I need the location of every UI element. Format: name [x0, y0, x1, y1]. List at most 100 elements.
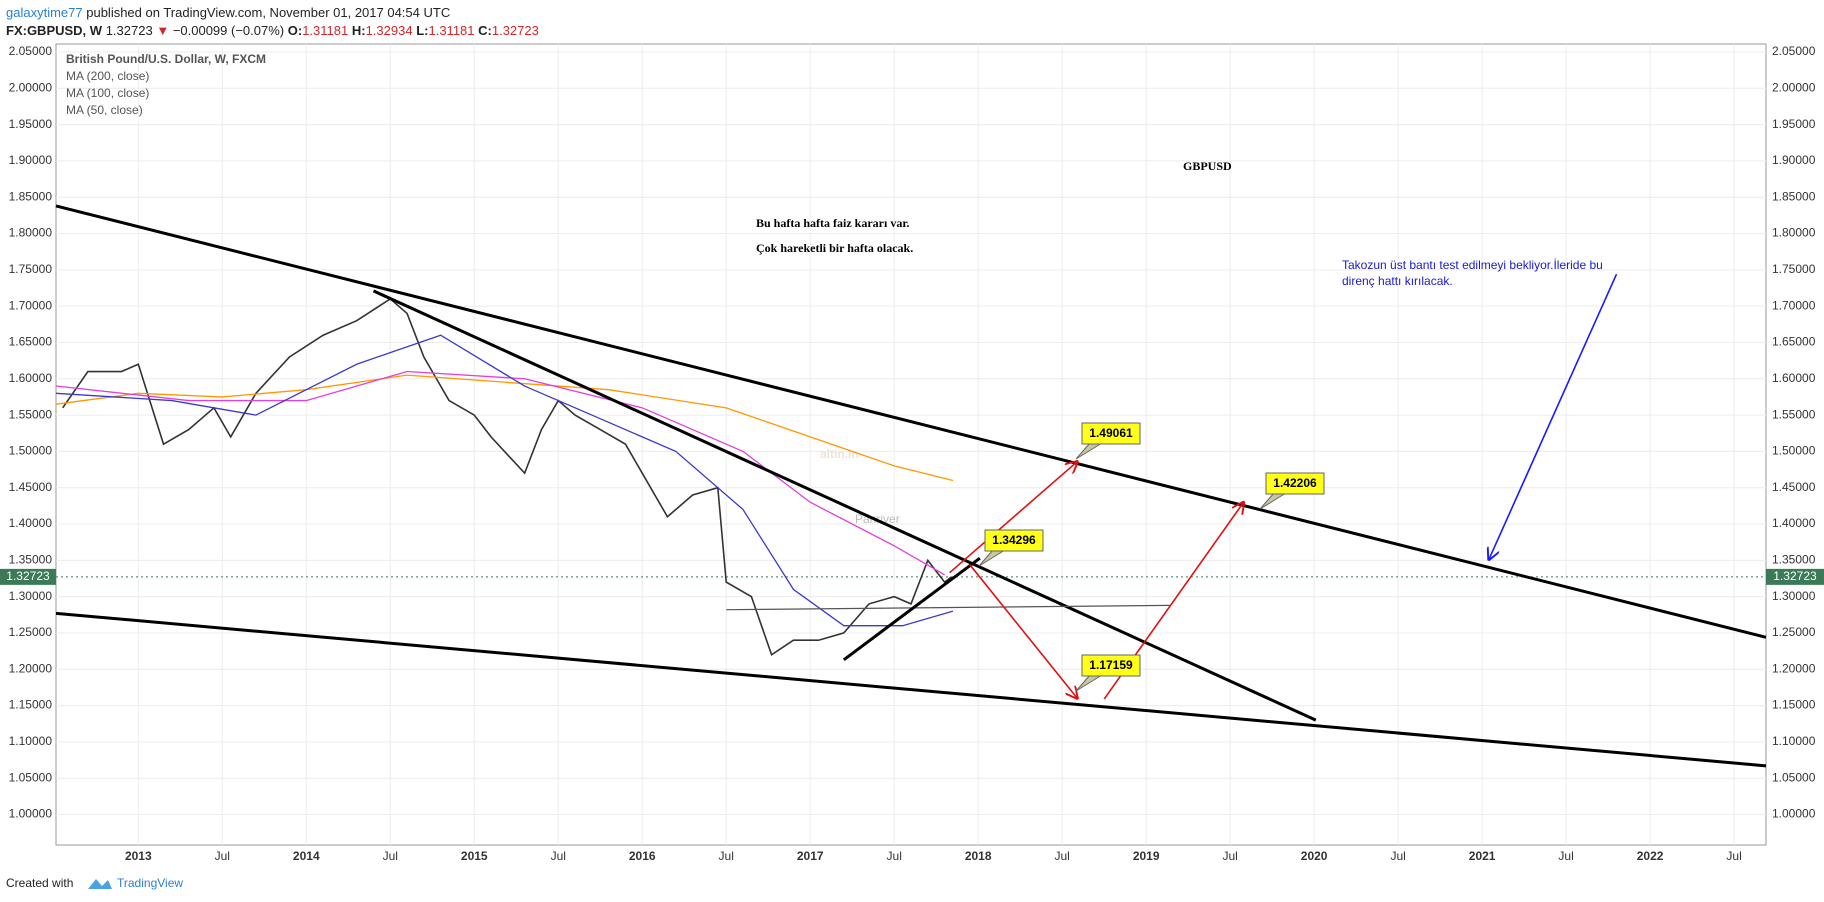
y-tick-label-right: 1.80000 — [1772, 226, 1816, 240]
blue-note: Takozun üst bantı test edilmeyi bekliyor… — [1342, 258, 1603, 272]
price-label-box — [1265, 472, 1325, 495]
y-tick-label: 1.65000 — [9, 335, 53, 349]
footer-brand: TradingView — [117, 876, 183, 890]
header: galaxytime77 published on TradingView.co… — [0, 0, 1824, 44]
l-val: 1.31181 — [428, 23, 475, 38]
x-tick-label: 2017 — [797, 849, 824, 863]
y-tick-label: 1.35000 — [9, 553, 53, 567]
price-label-box — [984, 529, 1044, 552]
arrow — [949, 462, 1078, 574]
y-tick-label-right: 1.20000 — [1772, 661, 1816, 675]
symbol-note: GBPUSD — [1183, 159, 1232, 173]
y-tick-label: 1.85000 — [9, 189, 53, 203]
price-label-box — [1081, 654, 1141, 677]
y-tick-label: 1.70000 — [9, 298, 53, 312]
price-label: 1.34296 — [992, 533, 1036, 547]
y-tick-label-right: 1.90000 — [1772, 153, 1816, 167]
x-tick-label: Jul — [1558, 849, 1573, 863]
x-tick-label: Jul — [887, 849, 902, 863]
price-label: 1.17159 — [1089, 658, 1133, 672]
y-tick-label: 1.30000 — [9, 589, 53, 603]
y-tick-label-right: 1.00000 — [1772, 807, 1816, 821]
x-tick-label: 2014 — [293, 849, 320, 863]
y-tick-label: 1.20000 — [9, 661, 53, 675]
author[interactable]: galaxytime77 — [6, 5, 83, 20]
trend-line — [726, 604, 1170, 611]
x-tick-label: Jul — [551, 849, 566, 863]
legend-entry: British Pound/U.S. Dollar, W, FXCM — [66, 52, 266, 66]
x-tick-label: 2019 — [1133, 849, 1160, 863]
price-tag — [1766, 568, 1824, 585]
y-tick-label: 1.40000 — [9, 516, 53, 530]
y-tick-label-right: 1.40000 — [1772, 516, 1816, 530]
x-tick-label: Jul — [719, 849, 734, 863]
y-tick-label-right: 1.65000 — [1772, 335, 1816, 349]
y-tick-label: 1.00000 — [9, 807, 53, 821]
x-tick-label: 2018 — [965, 849, 992, 863]
price-tag-label: 1.32723 — [6, 569, 50, 583]
y-tick-label-right: 1.30000 — [1772, 589, 1816, 603]
y-tick-label: 2.00000 — [9, 80, 53, 94]
y-tick-label-right: 1.70000 — [1772, 298, 1816, 312]
note: Çok hareketli bir hafta olacak. — [756, 241, 913, 255]
plot-frame — [55, 43, 1767, 846]
y-tick-label-right: 1.10000 — [1772, 734, 1816, 748]
x-tick-label: 2013 — [125, 849, 152, 863]
arrow — [1489, 273, 1618, 559]
c-val: 1.32723 — [491, 23, 539, 38]
x-tick-label: 2022 — [1637, 849, 1664, 863]
series-line — [55, 334, 954, 627]
o-val: 1.31181 — [302, 23, 349, 38]
y-tick-label-right: 1.45000 — [1772, 480, 1816, 494]
price-label: 1.49061 — [1089, 426, 1133, 440]
last: 1.32723 — [105, 23, 153, 38]
quote-line: FX:GBPUSD, W 1.32723 ▼ −0.00099 (−0.07%)… — [6, 23, 539, 38]
legend-entry: MA (50, close) — [66, 103, 143, 117]
x-tick-label: Jul — [1055, 849, 1070, 863]
y-tick-label: 1.25000 — [9, 625, 53, 639]
footer-created: Created with — [6, 876, 73, 890]
y-tick-label: 1.75000 — [9, 262, 53, 276]
series-line — [55, 374, 954, 482]
price-label: 1.42206 — [1273, 476, 1317, 490]
price-tag — [0, 568, 56, 585]
l-label: L: — [416, 23, 429, 38]
o-label: O: — [287, 23, 303, 38]
note: Bu hafta hafta faiz kararı var. — [756, 216, 910, 230]
arrow: ▼ — [156, 23, 170, 38]
publish-line: galaxytime77 published on TradingView.co… — [6, 5, 450, 20]
y-tick-label-right: 1.55000 — [1772, 407, 1816, 421]
symbol: FX:GBPUSD, W — [6, 23, 103, 38]
y-tick-label: 1.50000 — [9, 444, 53, 458]
trend-line — [842, 556, 981, 662]
y-tick-label: 2.05000 — [9, 44, 53, 58]
x-tick-label: 2016 — [629, 849, 656, 863]
y-tick-label-right: 1.60000 — [1772, 371, 1816, 385]
y-tick-label-right: 1.25000 — [1772, 625, 1816, 639]
y-tick-label-right: 1.35000 — [1772, 553, 1816, 567]
callout-pointer — [1075, 442, 1103, 460]
watermark: altin.in — [820, 447, 859, 461]
x-tick-label: 2015 — [461, 849, 488, 863]
h-val: 1.32934 — [365, 23, 413, 38]
price-label-box — [1081, 422, 1141, 445]
change: −0.00099 (−0.07%) — [172, 23, 285, 38]
c-label: C: — [478, 23, 492, 38]
x-tick-label: Jul — [1726, 849, 1741, 863]
y-tick-label-right: 2.05000 — [1772, 44, 1816, 58]
y-tick-label: 1.15000 — [9, 698, 53, 712]
legend-entry: MA (200, close) — [66, 69, 149, 83]
y-tick-label: 1.10000 — [9, 734, 53, 748]
y-tick-label-right: 1.15000 — [1772, 698, 1816, 712]
trend-line — [372, 289, 1317, 722]
y-tick-label: 1.45000 — [9, 480, 53, 494]
legend-entry: MA (100, close) — [66, 86, 149, 100]
y-tick-label-right: 1.05000 — [1772, 770, 1816, 784]
trend-line — [55, 204, 1767, 639]
blue-note: direnç hattı kırılacak. — [1342, 274, 1453, 288]
y-tick-label: 1.90000 — [9, 153, 53, 167]
y-tick-label-right: 1.95000 — [1772, 117, 1816, 131]
